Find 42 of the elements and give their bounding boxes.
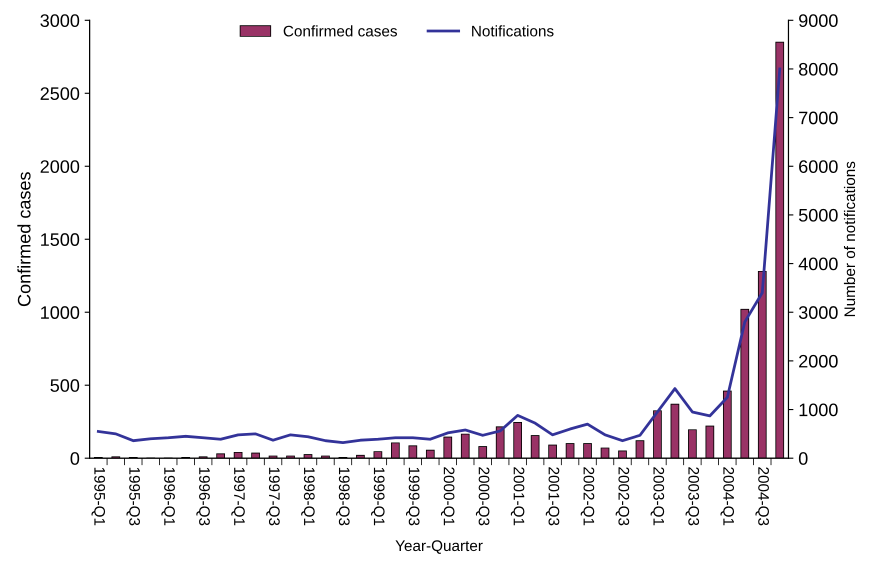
y-axis-title: Confirmed cases: [17, 172, 31, 306]
y2-tick-label: 5000: [798, 208, 838, 222]
y-tick-label: 1500: [41, 233, 80, 246]
y2-tick-label: 2000: [799, 354, 838, 368]
x-tick-label: 1998-Q1: [301, 468, 315, 526]
y2-tick-label: 9000: [799, 14, 838, 28]
x-tick-label: 1997-Q1: [231, 468, 245, 526]
y-tick-label: 3000: [40, 14, 80, 28]
x-tick-label: 2003-Q1: [650, 467, 664, 526]
x-tick-label: 2000-Q1: [440, 467, 454, 526]
x-tick-label: 1996-Q3: [196, 468, 210, 526]
y2-tick-label: 7000: [799, 112, 838, 124]
y-tick-label: 500: [50, 379, 80, 392]
x-axis-title: Year-Quarter: [396, 540, 483, 554]
y2-tick-label: 1000: [800, 403, 838, 416]
x-tick-label: 2001-Q1: [510, 467, 524, 526]
x-tick-label: 1999-Q1: [371, 468, 385, 526]
y2-tick-label: 4000: [798, 258, 838, 270]
x-tick-label: 1996-Q1: [161, 468, 175, 526]
x-tick-label: 2000-Q3: [476, 467, 490, 526]
y2-axis-title: Number of notifications: [844, 162, 856, 316]
x-tick-label: 2003-Q3: [686, 467, 700, 526]
y2-tick-label: 0: [798, 452, 808, 465]
x-tick-label: 1995-Q3: [126, 468, 140, 526]
y2-tick-label: 3000: [798, 306, 838, 319]
x-tick-label: 2004-Q1: [720, 467, 734, 526]
y-tick-label: 1000: [41, 306, 80, 319]
y-tick-label: 2500: [40, 87, 80, 100]
legend-label: Notifications: [472, 25, 554, 37]
y2-tick-label: 8000: [798, 62, 838, 76]
x-tick-label: 2002-Q1: [580, 467, 594, 526]
x-tick-label: 1999-Q3: [406, 468, 420, 526]
x-tick-label: 1997-Q3: [266, 468, 280, 526]
x-tick-label: 2002-Q3: [616, 467, 630, 526]
y-tick-label: 0: [70, 452, 80, 465]
y-tick-label: 2000: [40, 160, 80, 173]
x-tick-label: 2001-Q3: [546, 467, 560, 526]
x-tick-label: 1998-Q3: [336, 468, 350, 526]
x-tick-label: 2004-Q3: [755, 467, 769, 526]
legend-label: Confirmed cases: [284, 25, 397, 37]
x-tick-label: 1995-Q1: [92, 468, 106, 526]
y2-tick-label: 6000: [799, 160, 838, 173]
